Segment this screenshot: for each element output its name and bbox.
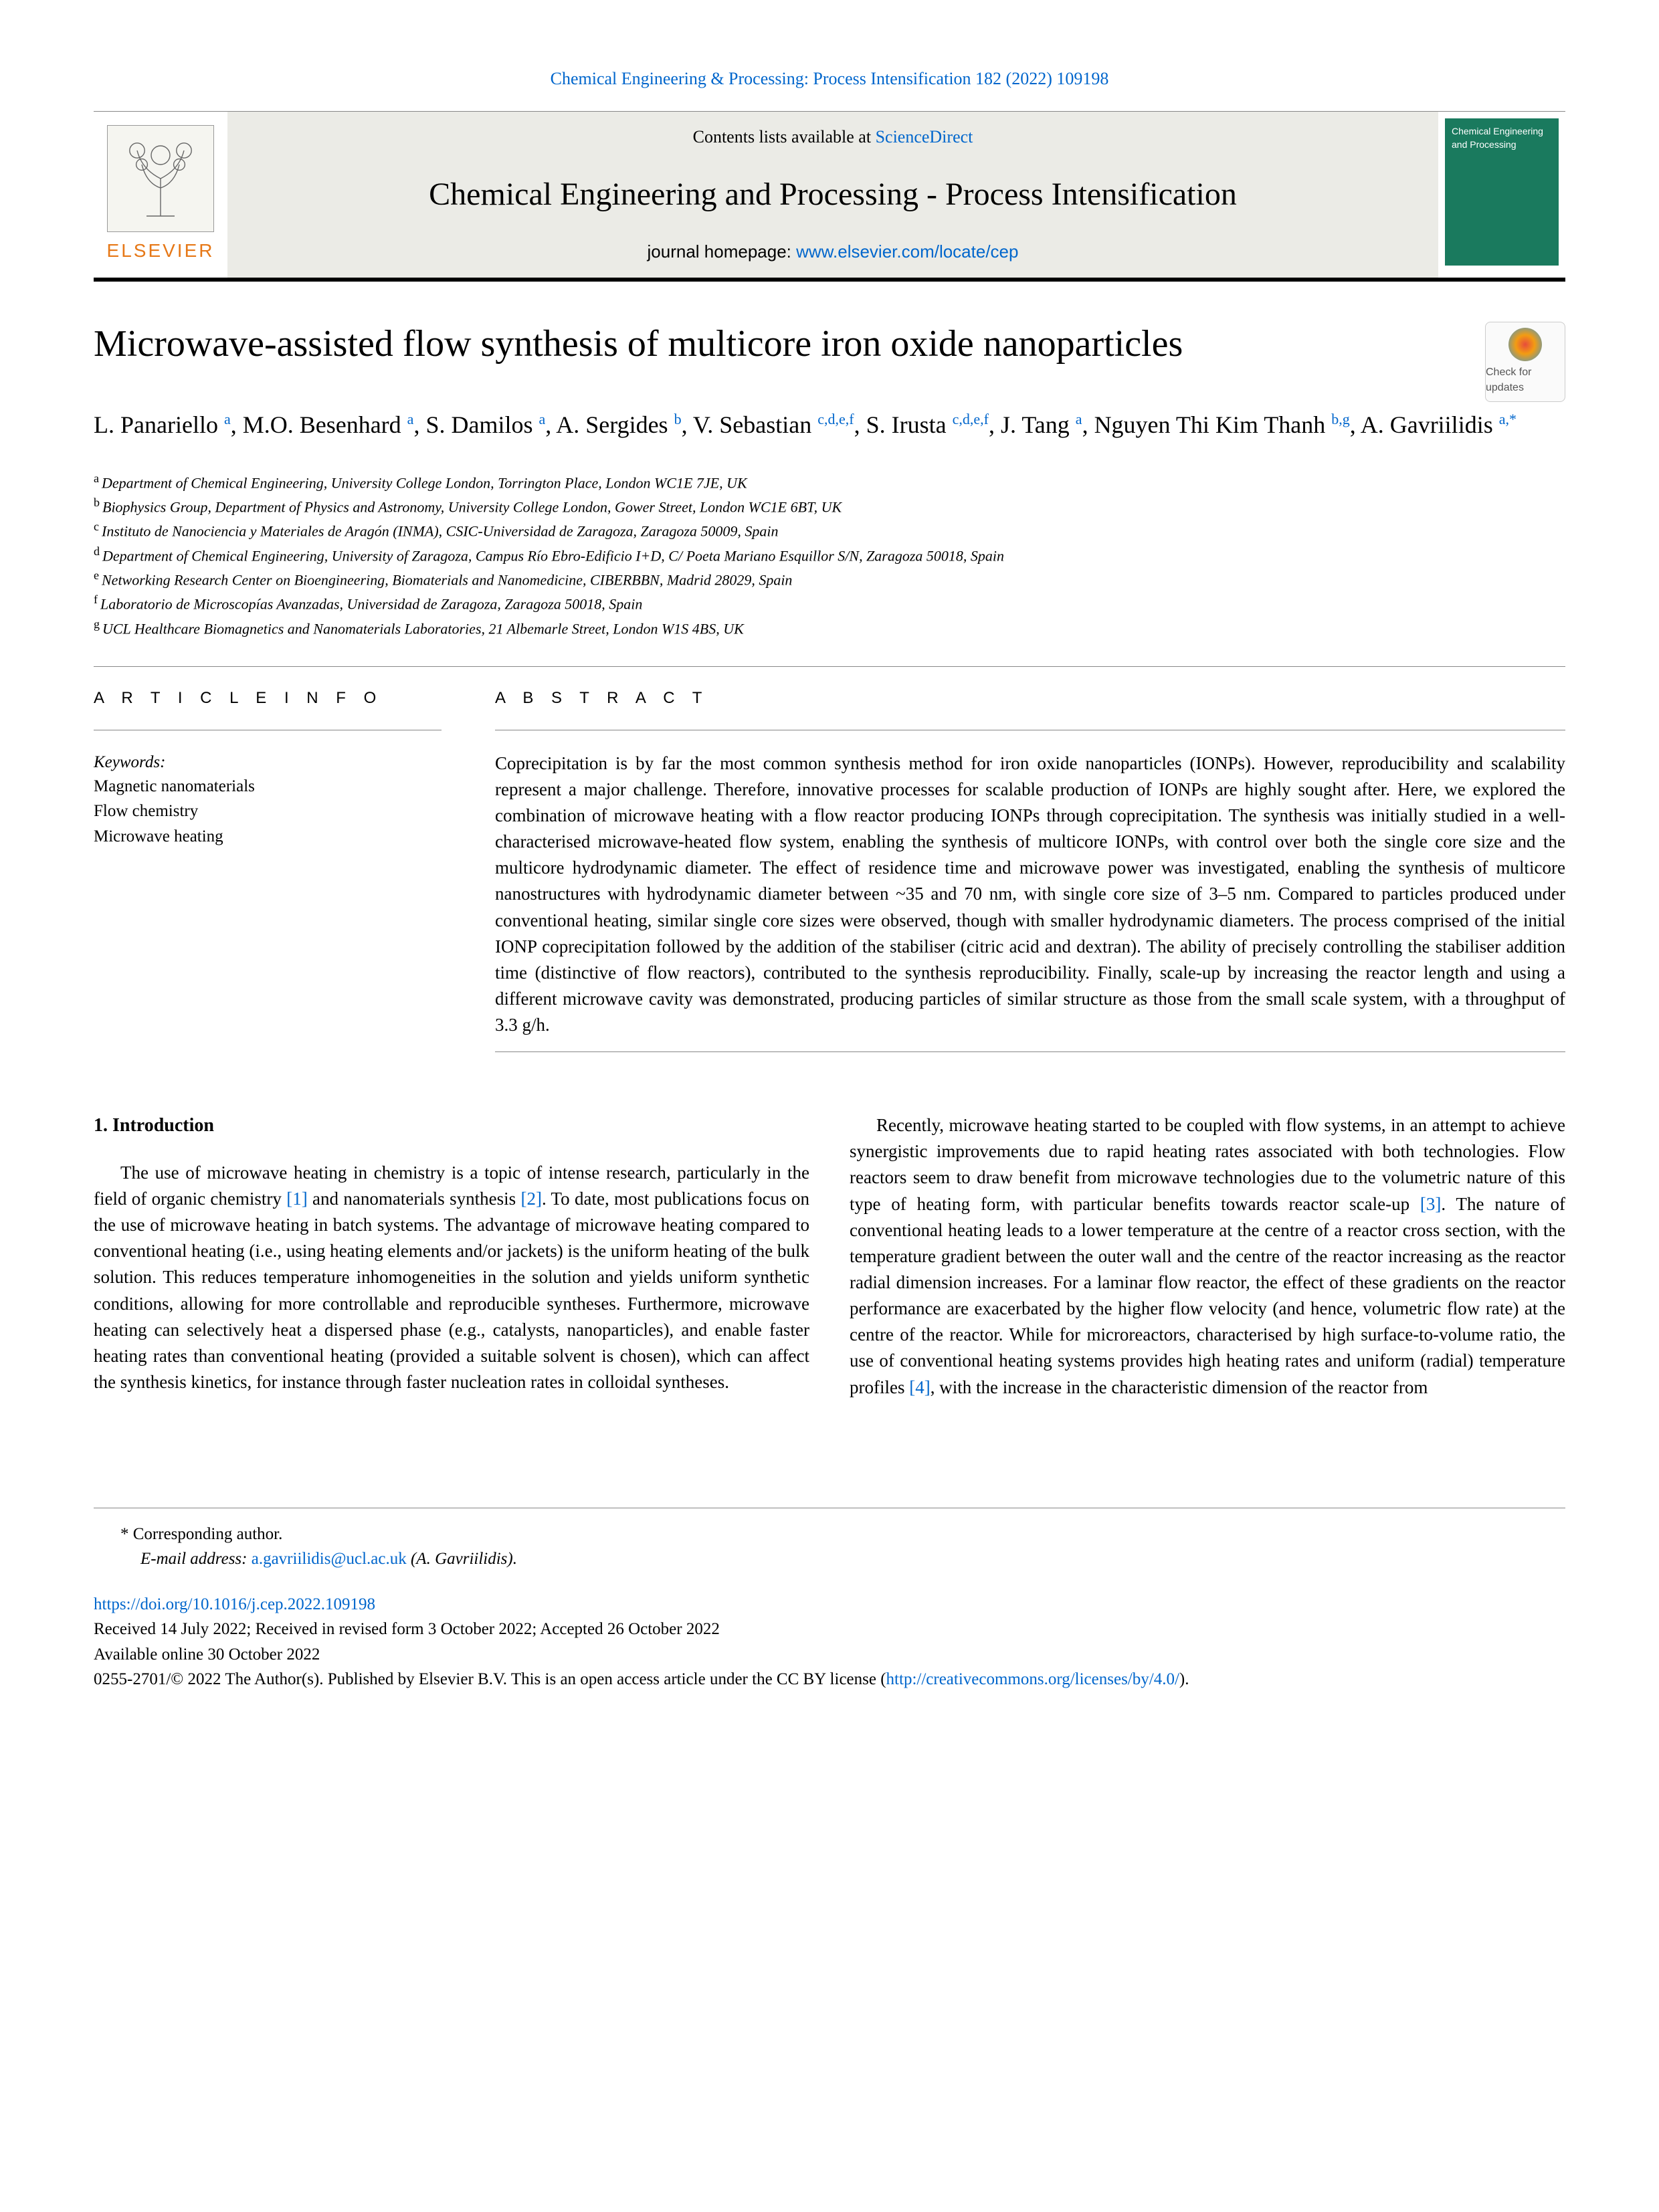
elsevier-wordmark: ELSEVIER	[107, 237, 215, 264]
abstract-label: A B S T R A C T	[495, 687, 1565, 710]
article-info-col: A R T I C L E I N F O Keywords: Magnetic…	[94, 687, 442, 1072]
author: J. Tang a	[1001, 411, 1082, 438]
affiliation: gUCL Healthcare Biomagnetics and Nanomat…	[94, 615, 1565, 639]
text: and nanomaterials synthesis	[308, 1189, 521, 1209]
abstract-col: A B S T R A C T Coprecipitation is by fa…	[495, 687, 1565, 1072]
copyright-text: 0255-2701/© 2022 The Author(s). Publishe…	[94, 1670, 886, 1688]
elsevier-tree-icon	[107, 125, 214, 232]
doi-link[interactable]: https://doi.org/10.1016/j.cep.2022.10919…	[94, 1592, 1565, 1617]
keywords-list: Magnetic nanomaterialsFlow chemistryMicr…	[94, 774, 442, 849]
affiliation: cInstituto de Nanociencia y Materiales d…	[94, 518, 1565, 542]
author: S. Damilos a	[425, 411, 545, 438]
affiliation: fLaboratorio de Microscopías Avanzadas, …	[94, 591, 1565, 615]
text: . To date, most publications focus on th…	[94, 1189, 809, 1392]
sciencedirect-link[interactable]: ScienceDirect	[876, 127, 973, 146]
ref-link-1[interactable]: [1]	[286, 1189, 307, 1209]
ref-link-3[interactable]: [3]	[1420, 1194, 1441, 1214]
body-columns: 1. Introduction The use of microwave hea…	[94, 1112, 1565, 1401]
keyword: Microwave heating	[94, 824, 442, 849]
authors-list: L. Panariello a, M.O. Besenhard a, S. Da…	[94, 407, 1565, 443]
copyright-line: 0255-2701/© 2022 The Author(s). Publishe…	[94, 1667, 1565, 1692]
author: A. Sergides b	[556, 411, 681, 438]
received-dates: Received 14 July 2022; Received in revis…	[94, 1617, 1565, 1642]
corresponding-author: * Corresponding author.	[120, 1522, 1565, 1547]
info-abstract-row: A R T I C L E I N F O Keywords: Magnetic…	[94, 687, 1565, 1072]
ref-link-2[interactable]: [2]	[520, 1189, 541, 1209]
homepage-prefix: journal homepage:	[648, 241, 797, 262]
author: A. Gavriilidis a,*	[1361, 411, 1517, 438]
affiliations-list: aDepartment of Chemical Engineering, Uni…	[94, 470, 1565, 639]
homepage-line: journal homepage: www.elsevier.com/locat…	[254, 239, 1411, 264]
elsevier-logo-block: ELSEVIER	[94, 112, 227, 277]
journal-name: Chemical Engineering and Processing - Pr…	[254, 175, 1411, 214]
email-link[interactable]: a.gavriilidis@ucl.ac.uk	[252, 1550, 407, 1568]
email-line: E-mail address: a.gavriilidis@ucl.ac.uk …	[140, 1546, 1565, 1572]
author: V. Sebastian c,d,e,f	[693, 411, 854, 438]
author: M.O. Besenhard a	[243, 411, 414, 438]
affiliation: bBiophysics Group, Department of Physics…	[94, 494, 1565, 518]
affiliation: eNetworking Research Center on Bioengine…	[94, 567, 1565, 591]
text: , with the increase in the characteristi…	[931, 1377, 1428, 1397]
available-date: Available online 30 October 2022	[94, 1642, 1565, 1668]
journal-banner: ELSEVIER Contents lists available at Sci…	[94, 112, 1565, 281]
footer-block: * Corresponding author. E-mail address: …	[94, 1508, 1565, 1692]
keywords-label: Keywords:	[94, 750, 442, 774]
section-1-heading: 1. Introduction	[94, 1112, 809, 1140]
journal-cover-thumb: Chemical Engineering and Processing	[1445, 118, 1559, 266]
article-info-label: A R T I C L E I N F O	[94, 687, 442, 710]
ref-link-4[interactable]: [4]	[909, 1377, 930, 1397]
crossmark-icon	[1508, 328, 1542, 361]
affiliation: aDepartment of Chemical Engineering, Uni…	[94, 470, 1565, 494]
check-updates-label: Check for updates	[1486, 365, 1565, 395]
author: L. Panariello a	[94, 411, 231, 438]
divider	[94, 666, 1565, 667]
contents-prefix: Contents lists available at	[693, 127, 876, 146]
keyword: Magnetic nanomaterials	[94, 774, 442, 799]
author: Nguyen Thi Kim Thanh b,g	[1094, 411, 1350, 438]
header-citation: Chemical Engineering & Processing: Proce…	[94, 67, 1565, 91]
text: . The nature of conventional heating lea…	[850, 1194, 1565, 1397]
article-title: Microwave-assisted flow synthesis of mul…	[94, 322, 1565, 367]
contents-line: Contents lists available at ScienceDirec…	[254, 125, 1411, 149]
homepage-link[interactable]: www.elsevier.com/locate/cep	[796, 241, 1018, 262]
cc-license-link[interactable]: http://creativecommons.org/licenses/by/4…	[886, 1670, 1179, 1688]
intro-paragraph-2: Recently, microwave heating started to b…	[850, 1112, 1565, 1401]
divider	[495, 1051, 1565, 1052]
author: S. Irusta c,d,e,f	[866, 411, 989, 438]
copyright-suffix: ).	[1179, 1670, 1189, 1688]
check-updates-badge[interactable]: Check for updates	[1485, 322, 1565, 402]
email-name: (A. Gavriilidis).	[407, 1550, 517, 1568]
intro-paragraph-1: The use of microwave heating in chemistr…	[94, 1160, 809, 1395]
affiliation: dDepartment of Chemical Engineering, Uni…	[94, 542, 1565, 567]
banner-center: Contents lists available at ScienceDirec…	[227, 112, 1438, 277]
keyword: Flow chemistry	[94, 799, 442, 824]
email-label: E-mail address:	[140, 1550, 252, 1568]
abstract-text: Coprecipitation is by far the most commo…	[495, 750, 1565, 1039]
